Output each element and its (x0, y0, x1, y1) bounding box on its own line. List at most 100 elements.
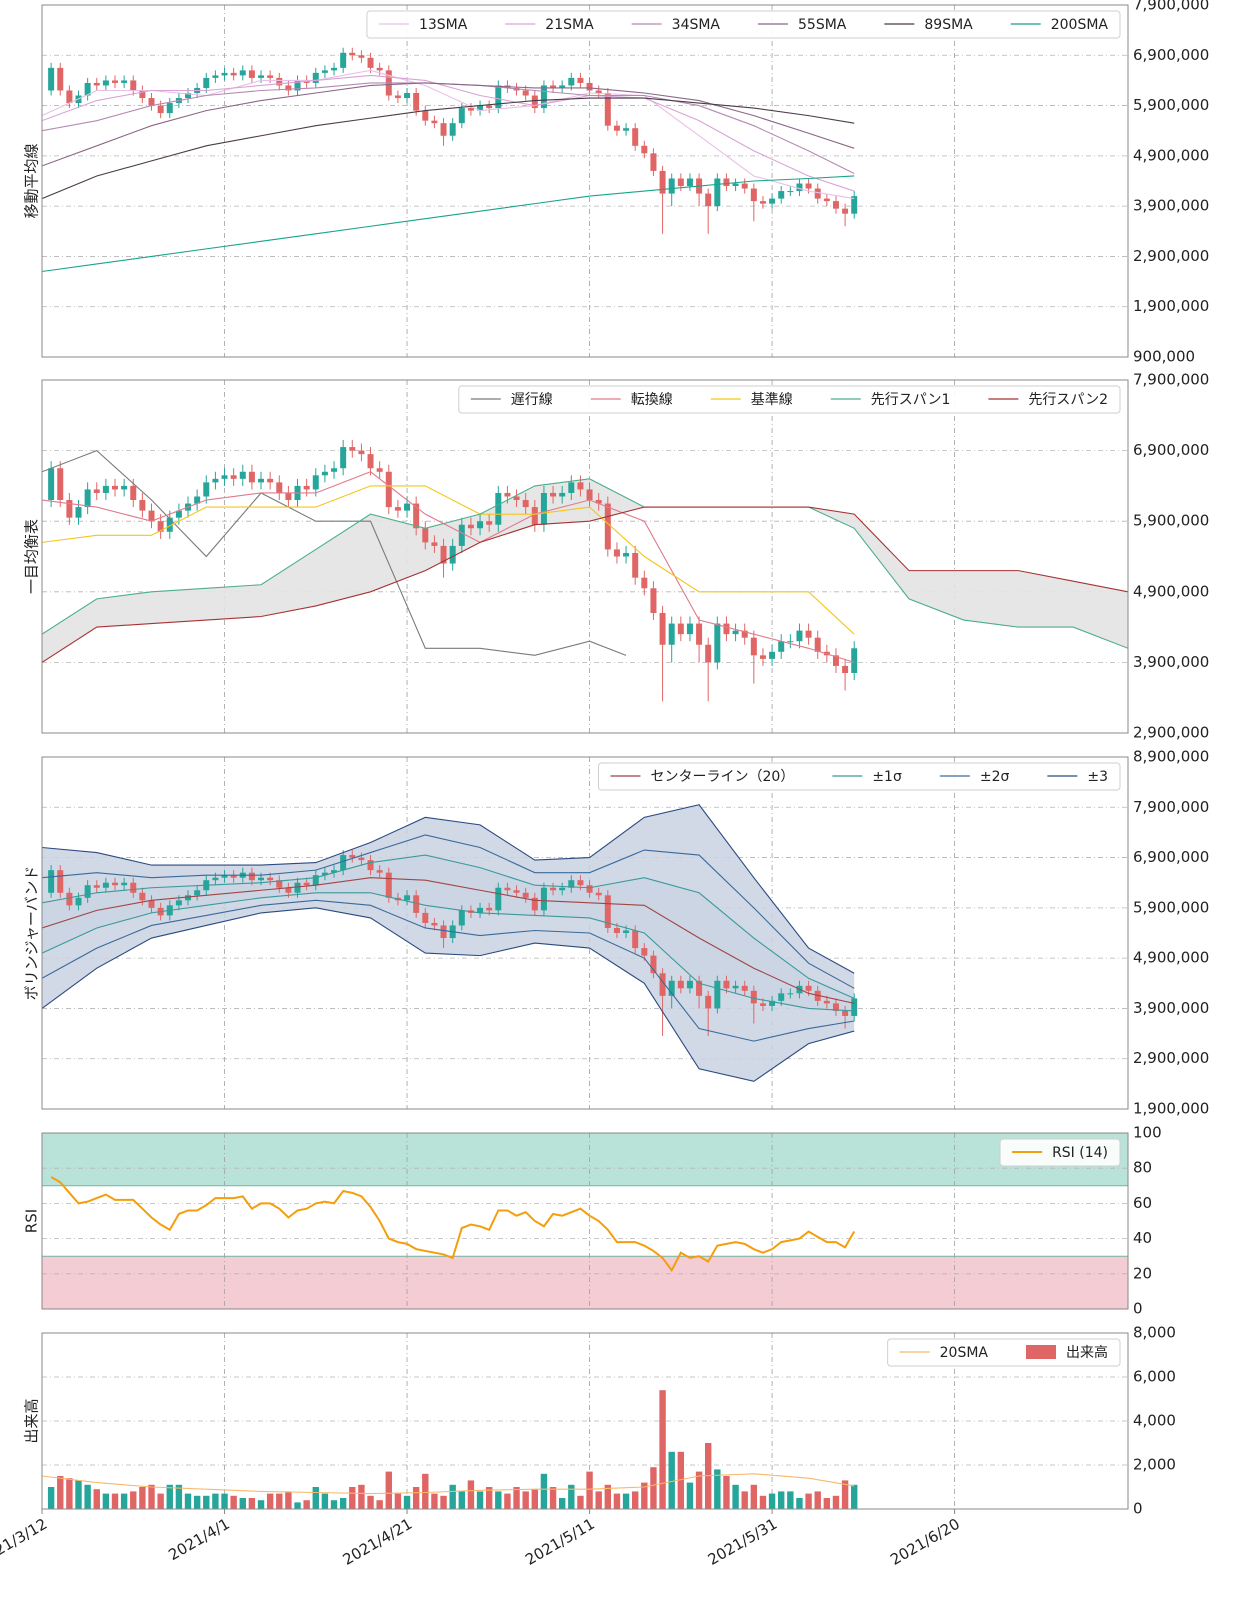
candle-body (769, 651, 776, 659)
x-tick-label: 2021/4/1 (165, 1515, 232, 1564)
candle-body (769, 1000, 776, 1006)
y-tick-label: 3,900,000 (1133, 197, 1209, 215)
candle-body (258, 75, 265, 78)
candle-body (349, 855, 356, 858)
legend-label: 出来高 (1066, 1344, 1108, 1361)
candle-body (148, 900, 155, 908)
candle-body (221, 72, 228, 76)
candle-body (294, 882, 301, 893)
candle-body (276, 77, 283, 86)
candle-body (75, 507, 82, 518)
plot-frame (41, 1332, 1129, 1510)
y-tick-label: 40 (1133, 1229, 1152, 1247)
candle-body (340, 447, 347, 469)
legend-label: 13SMA (419, 17, 468, 33)
candle-body (586, 885, 593, 893)
volume-bar (723, 1476, 730, 1509)
candle-body (93, 82, 100, 86)
plot-area (42, 380, 1128, 733)
candle-body (84, 82, 91, 96)
candle-body (112, 882, 119, 886)
plot-layer (42, 380, 1128, 733)
candle-body (349, 447, 356, 451)
volume-bar (458, 1491, 465, 1509)
candle-body (540, 85, 547, 109)
volume-bar (659, 1390, 666, 1509)
candle-body (57, 468, 64, 501)
candle-body (641, 577, 648, 589)
candle-body (495, 887, 502, 911)
candle-body (696, 980, 703, 996)
candle-body (185, 93, 192, 99)
volume-bar (641, 1482, 648, 1509)
candle-body (796, 183, 803, 192)
candle-body (239, 70, 246, 76)
candle-body (686, 178, 693, 187)
plot-frame (41, 1132, 1129, 1310)
volume-bar (422, 1473, 429, 1509)
candle-body (559, 492, 566, 497)
candle-body (650, 588, 657, 613)
volume-bar (148, 1484, 155, 1509)
y-tick-label: 80 (1133, 1159, 1152, 1177)
y-tick-label: 6,900,000 (1133, 46, 1209, 64)
candle-body (714, 178, 721, 207)
candle-body (814, 188, 821, 199)
candle-body (376, 67, 383, 71)
candle-body (787, 641, 794, 643)
volume-bar (787, 1491, 794, 1509)
volume-bar (57, 1476, 64, 1509)
candle-body (659, 973, 666, 996)
candle-body (778, 641, 785, 652)
legend-label: 基準線 (751, 391, 793, 408)
candle-body (130, 485, 137, 501)
candle-body (750, 990, 757, 1004)
legend-box (366, 10, 1121, 39)
volume-bar (613, 1493, 621, 1509)
volume-bar (750, 1484, 758, 1509)
plot-frame (41, 4, 1129, 358)
candle-body (84, 885, 91, 898)
candle-body (248, 471, 255, 483)
candle-body (832, 1003, 839, 1011)
candle-body (102, 485, 109, 493)
candle-body (221, 475, 228, 479)
candle-body (787, 191, 794, 193)
candle-body (778, 993, 785, 1001)
volume-bar (248, 1498, 256, 1509)
candle-body (823, 198, 830, 202)
y-tick-label: 4,900,000 (1133, 949, 1209, 967)
candle-body (66, 90, 73, 104)
candle-body (349, 52, 356, 56)
volume-bar (677, 1451, 685, 1509)
candle-body (732, 183, 739, 187)
volume-bar (84, 1484, 91, 1509)
volume-bar (823, 1498, 831, 1509)
candle-body (239, 471, 246, 479)
candle-body (842, 1010, 849, 1016)
candle-body (285, 492, 292, 501)
series-line (42, 804, 855, 974)
y-tick-label: 4,900,000 (1133, 146, 1209, 164)
volume-bar (349, 1487, 356, 1509)
candle-body (531, 95, 538, 109)
candle-body (769, 198, 776, 204)
candle-body (540, 492, 547, 525)
candle-body (723, 178, 730, 187)
y-tick-label: 900,000 (1133, 348, 1195, 366)
legend: RSI (14) (999, 1138, 1121, 1167)
volume-bar (440, 1495, 447, 1509)
series-line (42, 97, 855, 200)
series-line (42, 175, 855, 273)
candle-body (413, 93, 420, 111)
candle-body (550, 85, 557, 88)
candle-body (385, 471, 392, 508)
candle-body (513, 890, 520, 893)
candle-body (394, 95, 401, 99)
y-axis-label: ボリンジャーバンド (23, 866, 41, 1001)
candle-body (331, 67, 338, 71)
candle-body (823, 1000, 830, 1004)
candle-body (586, 82, 593, 91)
candle-body (112, 485, 119, 490)
volume-bar (558, 1498, 566, 1509)
